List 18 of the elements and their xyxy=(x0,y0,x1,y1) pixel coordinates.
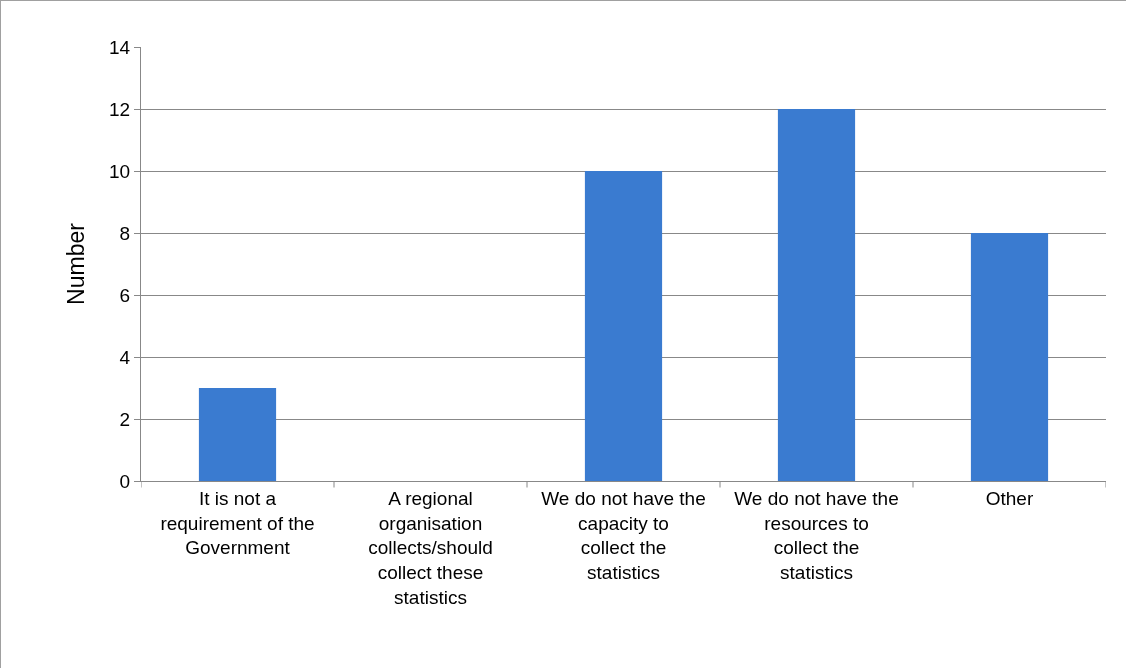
y-tick-label: 2 xyxy=(119,408,131,430)
bar xyxy=(970,233,1049,481)
y-tick-label: 6 xyxy=(119,284,131,306)
bar xyxy=(777,109,856,481)
y-tick-label: 4 xyxy=(119,346,131,368)
y-tick-label: 8 xyxy=(119,222,131,244)
x-tick-label: Other xyxy=(985,487,1034,509)
x-tick-label: It is not a requirement of the Government xyxy=(160,487,315,559)
y-tick-label: 14 xyxy=(109,36,131,58)
x-tick-label: We do not have the capacity to collect the statistics xyxy=(541,487,706,583)
bar xyxy=(198,388,277,481)
y-tick-label: 10 xyxy=(109,160,131,182)
x-tick-label: We do not have the resources to collect the statistics xyxy=(734,487,899,583)
x-tick-label: A regional organisation collects/should collect these statistics xyxy=(368,487,493,608)
y-tick-label: 12 xyxy=(109,98,131,120)
y-axis-title: Number xyxy=(62,222,89,305)
bar xyxy=(584,171,663,481)
y-tick-label: 0 xyxy=(119,470,131,492)
